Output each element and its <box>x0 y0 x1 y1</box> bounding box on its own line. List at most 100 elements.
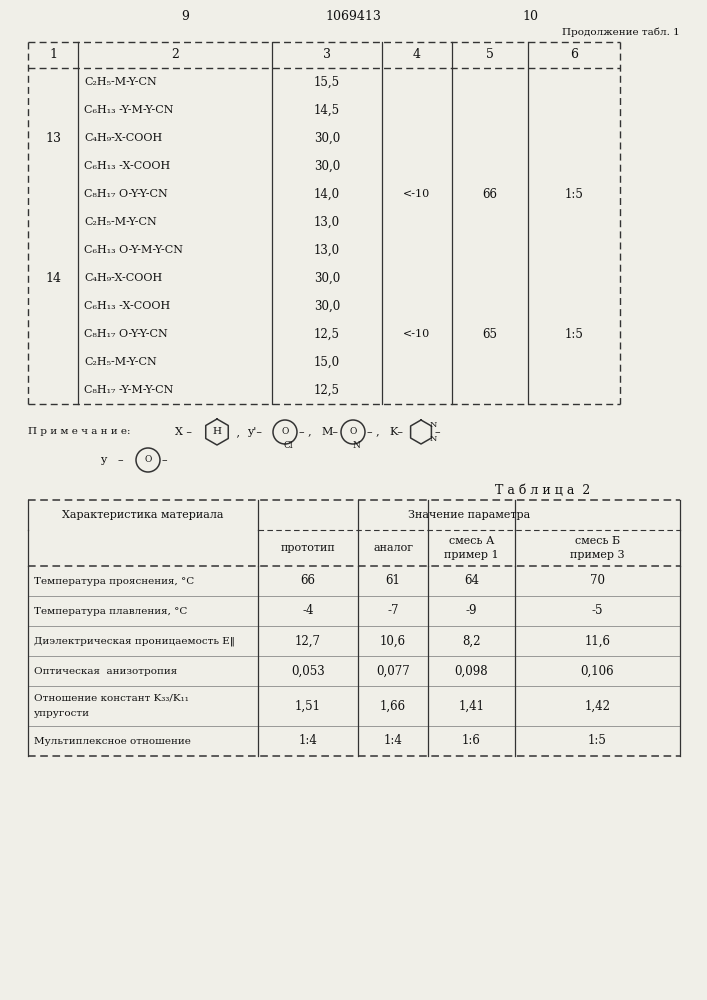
Text: 10: 10 <box>522 9 538 22</box>
Text: – ,: – , <box>367 427 380 437</box>
Text: ,: , <box>233 427 240 437</box>
Text: 1,66: 1,66 <box>380 700 406 712</box>
Text: 66: 66 <box>482 188 498 200</box>
Text: C₈H₁₇ O-Y-Y-CN: C₈H₁₇ O-Y-Y-CN <box>84 329 168 339</box>
Text: N: N <box>429 435 437 443</box>
Text: 13: 13 <box>45 131 61 144</box>
Text: 14,0: 14,0 <box>314 188 340 200</box>
Text: Cl: Cl <box>284 442 293 450</box>
Text: 30,0: 30,0 <box>314 271 340 284</box>
Text: C₈H₁₇ O-Y-Y-CN: C₈H₁₇ O-Y-Y-CN <box>84 189 168 199</box>
Text: 1069413: 1069413 <box>325 9 381 22</box>
Text: y'–: y'– <box>247 427 262 437</box>
Text: 1:6: 1:6 <box>462 734 481 748</box>
Text: Оптическая  анизотропия: Оптическая анизотропия <box>34 666 177 676</box>
Text: 64: 64 <box>464 574 479 587</box>
Text: 13,0: 13,0 <box>314 243 340 256</box>
Text: -5: -5 <box>592 604 603 617</box>
Text: Мультиплексное отношение: Мультиплексное отношение <box>34 736 191 746</box>
Text: 5: 5 <box>486 48 494 62</box>
Text: 0,077: 0,077 <box>376 664 410 678</box>
Text: пример 3: пример 3 <box>570 550 625 560</box>
Text: C₆H₁₃ O-Y-M-Y-CN: C₆H₁₃ O-Y-M-Y-CN <box>84 245 183 255</box>
Text: 6: 6 <box>570 48 578 62</box>
Text: O: O <box>281 428 288 436</box>
Text: Т а б л и ц а  2: Т а б л и ц а 2 <box>495 484 590 496</box>
Text: 65: 65 <box>482 328 498 340</box>
Text: аналог: аналог <box>373 543 413 553</box>
Text: 9: 9 <box>181 9 189 22</box>
Text: N: N <box>352 442 360 450</box>
Text: – ,: – , <box>299 427 312 437</box>
Text: 0,098: 0,098 <box>455 664 489 678</box>
Text: 61: 61 <box>385 574 400 587</box>
Text: 1:4: 1:4 <box>384 734 402 748</box>
Text: 66: 66 <box>300 574 315 587</box>
Text: 13,0: 13,0 <box>314 216 340 229</box>
Text: 10,6: 10,6 <box>380 635 406 648</box>
Text: Значение параметра: Значение параметра <box>408 510 530 520</box>
Text: -7: -7 <box>387 604 399 617</box>
Text: 1: 1 <box>49 48 57 62</box>
Text: K–: K– <box>389 427 403 437</box>
Text: O: O <box>144 456 152 464</box>
Text: Диэлектрическая проницаемость Е‖: Диэлектрическая проницаемость Е‖ <box>34 636 235 646</box>
Text: 15,0: 15,0 <box>314 356 340 368</box>
Text: y: y <box>100 455 106 465</box>
Text: C₆H₁₃ -X-COOH: C₆H₁₃ -X-COOH <box>84 301 170 311</box>
Text: 2: 2 <box>171 48 179 62</box>
Text: 1,51: 1,51 <box>295 700 321 712</box>
Text: -9: -9 <box>466 604 477 617</box>
Text: смесь А: смесь А <box>449 536 494 546</box>
Text: –: – <box>162 455 168 465</box>
Text: 1,41: 1,41 <box>459 700 484 712</box>
Text: Характеристика материала: Характеристика материала <box>62 510 223 520</box>
Text: Продолжение табл. 1: Продолжение табл. 1 <box>562 27 680 37</box>
Text: X –: X – <box>175 427 192 437</box>
Text: 3: 3 <box>323 48 331 62</box>
Text: 11,6: 11,6 <box>585 635 611 648</box>
Text: 70: 70 <box>590 574 605 587</box>
Text: -4: -4 <box>303 604 314 617</box>
Text: Температура прояснения, °C: Температура прояснения, °C <box>34 576 194 585</box>
Text: 14: 14 <box>45 271 61 284</box>
Text: 1,42: 1,42 <box>585 700 611 712</box>
Text: <-10: <-10 <box>404 189 431 199</box>
Text: 30,0: 30,0 <box>314 131 340 144</box>
Text: пример 1: пример 1 <box>444 550 499 560</box>
Text: 1:5: 1:5 <box>565 188 583 200</box>
Text: C₈H₁₇ -Y-M-Y-CN: C₈H₁₇ -Y-M-Y-CN <box>84 385 173 395</box>
Text: –: – <box>118 455 124 465</box>
Text: C₆H₁₃ -Y-M-Y-CN: C₆H₁₃ -Y-M-Y-CN <box>84 105 173 115</box>
Text: 1:4: 1:4 <box>298 734 317 748</box>
Text: Отношение констант K₃₃/K₁₁: Отношение констант K₃₃/K₁₁ <box>34 694 189 702</box>
Text: 12,5: 12,5 <box>314 383 340 396</box>
Text: 0,053: 0,053 <box>291 664 325 678</box>
Text: смесь Б: смесь Б <box>575 536 620 546</box>
Text: 1:5: 1:5 <box>565 328 583 340</box>
Text: 1:5: 1:5 <box>588 734 607 748</box>
Text: 15,5: 15,5 <box>314 76 340 89</box>
Text: C₂H₅-M-Y-CN: C₂H₅-M-Y-CN <box>84 217 157 227</box>
Text: 30,0: 30,0 <box>314 300 340 312</box>
Text: 12,7: 12,7 <box>295 635 321 648</box>
Text: C₆H₁₃ -X-COOH: C₆H₁₃ -X-COOH <box>84 161 170 171</box>
Text: упругости: упругости <box>34 710 90 718</box>
Text: <-10: <-10 <box>404 329 431 339</box>
Text: C₄H₉-X-COOH: C₄H₉-X-COOH <box>84 133 162 143</box>
Text: 0,106: 0,106 <box>580 664 614 678</box>
Text: прототип: прототип <box>281 543 335 553</box>
Text: П р и м е ч а н и е:: П р и м е ч а н и е: <box>28 428 131 436</box>
Text: C₂H₅-M-Y-CN: C₂H₅-M-Y-CN <box>84 357 157 367</box>
Text: 4: 4 <box>413 48 421 62</box>
Text: 8,2: 8,2 <box>462 635 481 648</box>
Text: C₂H₅-M-Y-CN: C₂H₅-M-Y-CN <box>84 77 157 87</box>
Text: Температура плавления, °C: Температура плавления, °C <box>34 606 187 615</box>
Text: N: N <box>429 421 437 429</box>
Text: –: – <box>435 427 440 437</box>
Text: 14,5: 14,5 <box>314 104 340 116</box>
Text: 30,0: 30,0 <box>314 159 340 172</box>
Text: H: H <box>213 428 221 436</box>
Text: O: O <box>349 428 357 436</box>
Text: M–: M– <box>321 427 338 437</box>
